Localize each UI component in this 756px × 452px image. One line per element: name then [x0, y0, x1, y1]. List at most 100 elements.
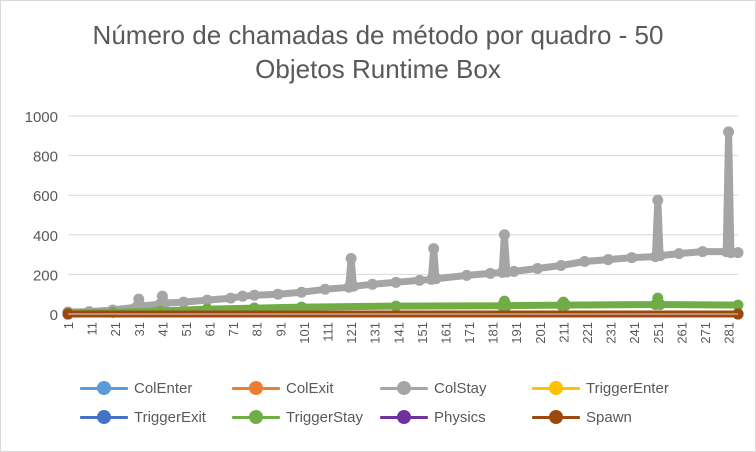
x-tick-label: 271 [698, 322, 713, 344]
y-tick-label: 0 [50, 307, 58, 324]
legend-label: ColEnter [134, 379, 193, 397]
series-point-colstay [531, 262, 543, 274]
legend-label: ColExit [286, 379, 334, 397]
legend-item-triggerenter: TriggerEnter [532, 378, 669, 398]
x-tick-label: 191 [509, 322, 524, 344]
legend-item-colstay: ColStay [380, 378, 487, 398]
x-tick-label: 21 [108, 322, 123, 336]
series-point-triggerstay [654, 298, 666, 310]
series-point-colstay [178, 296, 190, 308]
series-point-colstay [428, 243, 440, 255]
legend-label: Physics [434, 408, 486, 426]
series-point-colstay [602, 254, 614, 266]
y-tick-label: 1000 [25, 109, 58, 126]
legend-item-triggerexit: TriggerExit [80, 407, 206, 427]
legend-label: TriggerEnter [586, 379, 669, 397]
series-point-colstay [555, 259, 567, 271]
series-point-colstay [414, 274, 426, 286]
x-tick-label: 221 [580, 322, 595, 344]
series-point-colstay [390, 276, 402, 288]
x-tick-label: 241 [627, 322, 642, 344]
series-point-colstay [272, 288, 284, 300]
series-point-triggerstay [501, 300, 513, 312]
x-tick-label: 161 [438, 322, 453, 344]
series-point-colstay [201, 294, 213, 306]
x-tick-label: 11 [85, 322, 100, 336]
chart-title-line-2: Objetos Runtime Box [255, 54, 501, 84]
legend-item-colenter: ColEnter [80, 378, 192, 398]
x-tick-label: 181 [486, 322, 501, 344]
legend-swatch [380, 407, 428, 427]
x-tick-label: 231 [604, 322, 619, 344]
legend-swatch [232, 407, 280, 427]
series-point-colstay [159, 297, 171, 309]
y-tick-label: 800 [33, 149, 58, 166]
series-point-colstay [296, 286, 308, 298]
legend-item-spawn: Spawn [532, 407, 632, 427]
x-tick-label: 111 [321, 322, 336, 342]
series-point-colstay [626, 252, 638, 264]
x-tick-label: 121 [344, 322, 359, 344]
series-point-colstay [484, 267, 496, 279]
chart-title: Número de chamadas de método por quadro … [0, 18, 756, 86]
legend-label: TriggerStay [286, 408, 363, 426]
series-point-colstay [430, 273, 442, 285]
series-point-colstay [319, 283, 331, 295]
series-point-colstay [461, 269, 473, 281]
series-point-colstay [237, 290, 249, 302]
x-tick-label: 91 [273, 322, 288, 336]
legend-item-physics: Physics [380, 407, 486, 427]
legend-swatch [532, 378, 580, 398]
series-point-colstay [579, 256, 591, 268]
x-tick-label: 51 [179, 322, 194, 336]
x-tick-label: 131 [368, 322, 383, 344]
legend-swatch [80, 407, 128, 427]
x-tick-label: 61 [203, 322, 218, 336]
series-point-triggerstay [390, 300, 402, 312]
x-tick-label: 211 [556, 322, 571, 343]
x-tick-label: 81 [250, 322, 265, 336]
y-tick-label: 400 [33, 228, 58, 245]
series-line-colstay [64, 128, 742, 316]
series-point-colstay [248, 289, 260, 301]
x-tick-label: 281 [722, 322, 737, 344]
legend-swatch [232, 378, 280, 398]
series-point-colstay [508, 265, 520, 277]
y-tick-label: 200 [33, 267, 58, 284]
x-tick-label: 261 [674, 322, 689, 344]
chart-title-line-1: Número de chamadas de método por quadro … [92, 20, 664, 50]
x-tick-label: 141 [391, 322, 406, 344]
x-tick-label: 201 [533, 322, 548, 344]
x-tick-label: 171 [462, 322, 477, 344]
series-point-colstay [697, 246, 709, 258]
series-point-colstay [345, 253, 357, 265]
x-tick-label: 151 [415, 322, 430, 344]
series-point-colstay [654, 250, 666, 262]
legend-swatch [80, 378, 128, 398]
series-point-colstay [225, 292, 237, 304]
legend-item-triggerstay: TriggerStay [232, 407, 363, 427]
legend-label: Spawn [586, 408, 632, 426]
legend: ColEnter ColExit ColStay TriggerEnter Trigge… [80, 378, 720, 438]
series-point-colstay [732, 247, 744, 259]
x-tick-label: 71 [226, 322, 241, 336]
series-point-colstay [673, 248, 685, 260]
x-tick-label: 41 [155, 322, 170, 336]
x-tick-label: 251 [651, 322, 666, 344]
legend-item-colexit: ColExit [232, 378, 334, 398]
x-tick-label: 1 [61, 322, 76, 329]
legend-label: TriggerExit [134, 408, 206, 426]
series-point-colstay [498, 229, 510, 241]
legend-label: ColStay [434, 379, 487, 397]
legend-swatch [380, 378, 428, 398]
series-point-colstay [723, 126, 735, 138]
series-point-triggerstay [296, 301, 308, 313]
series-point-colstay [652, 194, 664, 206]
series-point-triggerstay [732, 299, 744, 311]
series-point-colstay [366, 278, 378, 290]
x-tick-label: 31 [132, 322, 147, 336]
legend-swatch [532, 407, 580, 427]
y-tick-label: 600 [33, 188, 58, 205]
